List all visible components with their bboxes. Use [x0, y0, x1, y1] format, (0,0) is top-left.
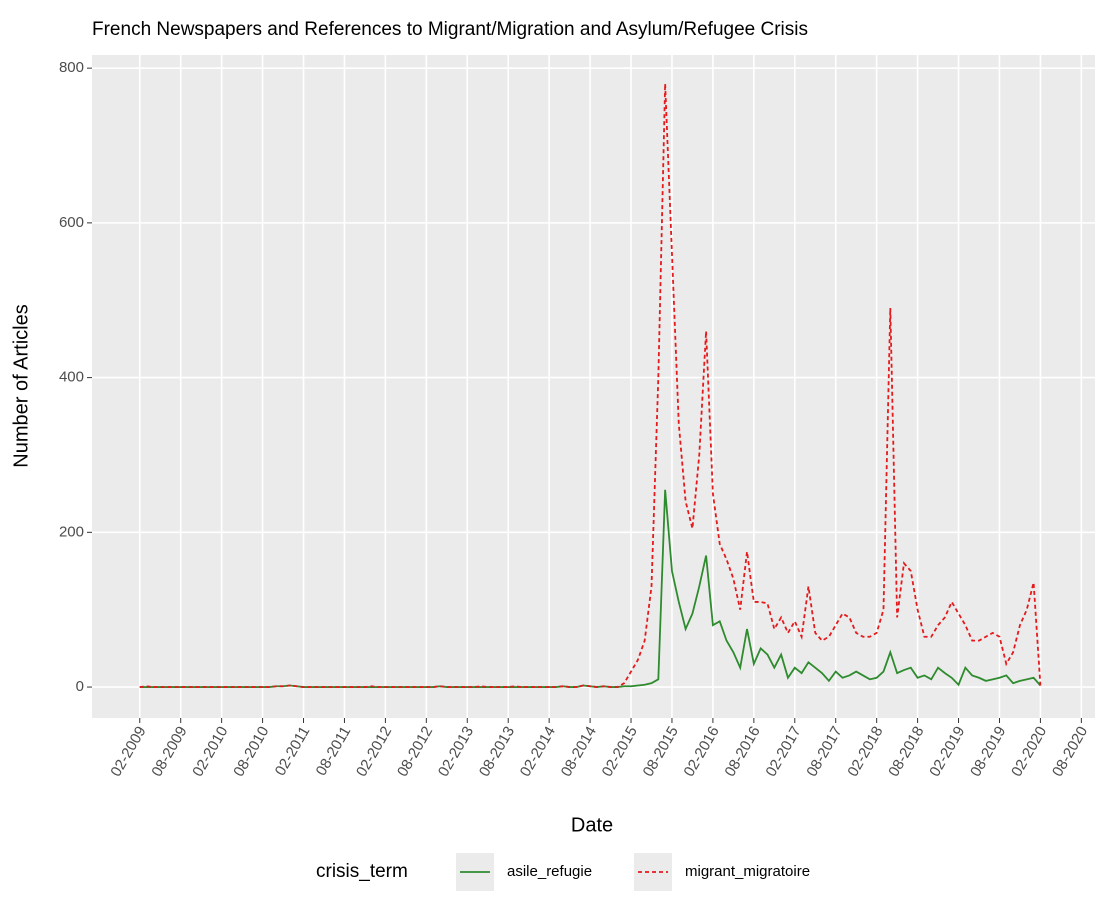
x-tick-label: 02-2019	[926, 723, 968, 779]
y-tick-label: 600	[59, 214, 84, 231]
x-tick-label: 08-2009	[148, 723, 190, 779]
x-tick-label: 08-2018	[885, 723, 927, 779]
legend-label: asile_refugie	[507, 863, 592, 880]
x-tick-label: 08-2012	[394, 723, 436, 779]
x-tick-label: 02-2010	[189, 723, 231, 779]
x-tick-label: 08-2014	[558, 723, 600, 779]
x-tick-label: 02-2020	[1008, 723, 1050, 779]
y-tick-label: 800	[59, 59, 84, 76]
y-tick-label: 0	[76, 678, 84, 695]
x-tick-label: 08-2019	[967, 723, 1009, 779]
x-tick-label: 08-2010	[230, 723, 272, 779]
x-tick-label: 02-2018	[844, 723, 886, 779]
grid	[92, 55, 1095, 718]
x-tick-label: 02-2012	[353, 723, 395, 779]
legend: crisis_term asile_refugie migrant_migratoi…	[316, 853, 810, 891]
panel	[92, 55, 1095, 718]
y-tick-label: 400	[59, 369, 84, 386]
x-tick-label: 02-2014	[517, 723, 559, 779]
x-tick-label: 02-2015	[599, 723, 641, 779]
x-tick-label: 02-2011	[272, 723, 314, 778]
x-tick-label: 02-2013	[435, 723, 477, 779]
legend-title: crisis_term	[316, 861, 408, 882]
series-line	[139, 83, 1042, 688]
x-tick-label: 02-2017	[762, 723, 804, 779]
x-tick-label: 08-2017	[803, 723, 845, 779]
legend-label: migrant_migratoire	[685, 863, 810, 880]
x-axis-label: Date	[571, 814, 613, 836]
y-axis-label: Number of Articles	[10, 304, 32, 467]
chart-title: French Newspapers and References to Migr…	[92, 19, 808, 40]
x-tick-label: 08-2015	[640, 723, 682, 779]
x-tick-label: 08-2020	[1049, 723, 1091, 779]
x-tick-label: 08-2011	[313, 723, 355, 778]
x-tick-label: 02-2016	[681, 723, 723, 779]
x-tick-label: 02-2009	[107, 723, 149, 779]
x-tick-label: 08-2013	[476, 723, 518, 779]
y-tick-label: 200	[59, 523, 84, 540]
x-tick-label: 08-2016	[721, 723, 763, 779]
lines	[139, 83, 1042, 688]
